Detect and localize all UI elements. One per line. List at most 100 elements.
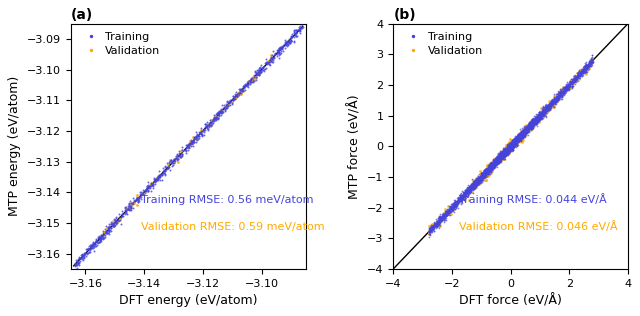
Point (525, 119, 535, 125)
Point (493, 161, 503, 166)
Point (537, 110, 547, 115)
Point (492, 159, 502, 164)
Point (536, 109, 546, 114)
Point (533, 116, 543, 121)
Point (152, 177, 162, 182)
Point (464, 186, 474, 191)
Point (490, 158, 500, 163)
Point (515, 134, 525, 139)
Point (470, 183, 480, 188)
Point (263, 60, 273, 65)
Point (486, 163, 497, 168)
Point (522, 126, 532, 131)
Point (490, 156, 500, 161)
Point (210, 115, 220, 120)
Point (442, 208, 452, 213)
Point (470, 178, 481, 183)
Point (507, 142, 517, 147)
Point (584, 60, 594, 65)
Point (559, 88, 569, 94)
Point (484, 166, 495, 171)
Point (170, 156, 180, 161)
Point (458, 192, 468, 198)
Point (488, 161, 498, 166)
Point (536, 110, 547, 115)
Point (508, 141, 518, 146)
Point (511, 135, 522, 140)
Point (259, 69, 269, 74)
Point (503, 146, 513, 151)
Point (520, 131, 530, 136)
Point (567, 81, 577, 86)
Point (181, 143, 191, 148)
Point (575, 73, 585, 78)
Point (451, 204, 461, 209)
Point (240, 83, 250, 88)
Point (447, 205, 457, 210)
Point (557, 89, 568, 94)
Point (510, 138, 520, 143)
Point (527, 123, 537, 128)
Point (526, 123, 536, 128)
Point (493, 157, 504, 162)
Point (522, 128, 532, 133)
Point (451, 201, 461, 206)
Point (145, 183, 155, 188)
Point (566, 81, 576, 86)
Point (468, 180, 478, 185)
Point (512, 136, 522, 141)
Point (540, 106, 550, 112)
Point (468, 185, 478, 190)
Point (525, 125, 536, 131)
Point (552, 96, 563, 101)
Point (506, 146, 516, 151)
Point (543, 104, 553, 109)
Point (528, 117, 538, 122)
Point (568, 79, 579, 84)
Point (447, 207, 457, 212)
Point (480, 168, 490, 173)
Point (463, 191, 474, 197)
Point (582, 63, 593, 68)
Point (143, 185, 154, 190)
Point (180, 148, 191, 153)
Point (492, 157, 502, 162)
Point (143, 183, 153, 188)
Point (520, 131, 530, 136)
Point (496, 155, 506, 160)
Point (570, 79, 580, 84)
Point (124, 200, 134, 205)
Point (181, 146, 191, 151)
Point (250, 75, 260, 80)
Point (524, 121, 534, 126)
Point (439, 216, 449, 221)
Point (481, 171, 491, 176)
Point (252, 68, 262, 73)
Point (466, 181, 476, 186)
Point (200, 122, 210, 127)
Point (519, 129, 529, 134)
Point (432, 219, 442, 224)
Point (508, 144, 518, 149)
Point (493, 155, 503, 160)
Point (533, 116, 543, 121)
Point (518, 130, 528, 135)
Point (466, 183, 476, 188)
Point (568, 79, 578, 84)
Point (502, 146, 513, 151)
Point (428, 224, 438, 229)
Point (555, 86, 565, 91)
Point (284, 37, 294, 42)
Point (502, 151, 513, 156)
Point (525, 123, 536, 128)
Point (548, 103, 558, 108)
Point (426, 227, 436, 232)
Point (495, 153, 506, 158)
Point (519, 128, 529, 133)
Point (497, 156, 507, 161)
Point (476, 173, 486, 178)
Point (457, 195, 467, 200)
Point (538, 108, 548, 113)
Point (296, 25, 306, 30)
Point (465, 188, 475, 193)
